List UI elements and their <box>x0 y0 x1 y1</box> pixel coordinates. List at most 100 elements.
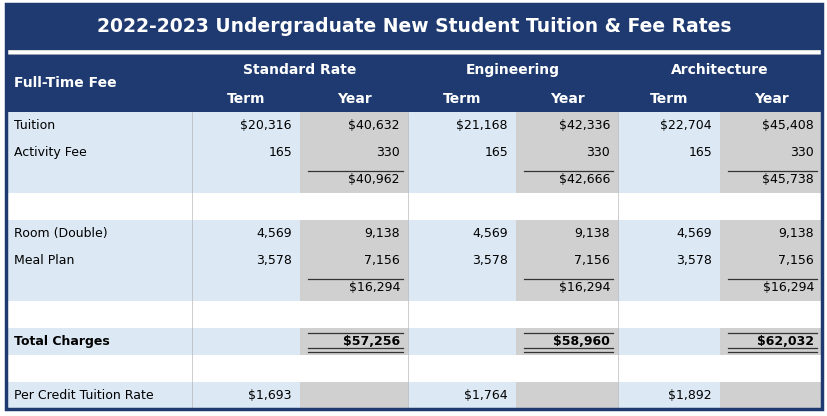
Bar <box>192 220 299 247</box>
Text: 4,569: 4,569 <box>472 227 508 240</box>
Bar <box>515 112 617 139</box>
Bar <box>719 86 821 112</box>
Bar <box>6 382 192 409</box>
Text: Year: Year <box>337 92 371 106</box>
Text: Activity Fee: Activity Fee <box>14 146 87 159</box>
Bar <box>299 247 408 274</box>
Bar <box>719 166 821 193</box>
Bar <box>299 166 408 193</box>
Bar <box>6 112 192 139</box>
Bar <box>192 112 299 139</box>
Bar <box>617 193 719 220</box>
Bar <box>299 355 408 382</box>
Bar <box>408 54 617 86</box>
Text: Year: Year <box>753 92 787 106</box>
Bar <box>719 328 821 355</box>
Bar <box>192 328 299 355</box>
Bar <box>408 301 515 328</box>
Bar <box>299 301 408 328</box>
Bar <box>617 247 719 274</box>
Bar <box>719 220 821 247</box>
Text: Per Credit Tuition Rate: Per Credit Tuition Rate <box>14 389 154 402</box>
Text: 165: 165 <box>268 146 292 159</box>
Bar <box>719 382 821 409</box>
Text: $58,960: $58,960 <box>552 335 609 348</box>
Bar <box>6 4 821 50</box>
Bar <box>515 193 617 220</box>
Bar <box>719 355 821 382</box>
Text: $40,632: $40,632 <box>348 119 399 132</box>
Bar <box>299 86 408 112</box>
Text: $1,693: $1,693 <box>248 389 292 402</box>
Text: Tuition: Tuition <box>14 119 55 132</box>
Bar <box>6 54 192 112</box>
Bar <box>192 166 299 193</box>
Text: 9,138: 9,138 <box>574 227 609 240</box>
Bar <box>408 220 515 247</box>
Bar <box>408 193 515 220</box>
Bar <box>192 86 299 112</box>
Bar <box>408 247 515 274</box>
Bar <box>6 139 192 166</box>
Text: $16,294: $16,294 <box>348 281 399 294</box>
Bar <box>719 112 821 139</box>
Text: 3,578: 3,578 <box>471 254 508 267</box>
Text: $16,294: $16,294 <box>558 281 609 294</box>
Text: $1,764: $1,764 <box>464 389 508 402</box>
Bar <box>515 301 617 328</box>
Bar <box>515 382 617 409</box>
Text: $20,316: $20,316 <box>240 119 292 132</box>
Bar <box>192 247 299 274</box>
Bar <box>6 355 192 382</box>
Bar <box>6 50 821 54</box>
Bar <box>192 54 408 86</box>
Bar <box>299 328 408 355</box>
Text: Engineering: Engineering <box>466 63 559 77</box>
Text: $16,294: $16,294 <box>762 281 813 294</box>
Text: $45,408: $45,408 <box>762 119 813 132</box>
Bar <box>299 274 408 301</box>
Bar <box>617 166 719 193</box>
Bar <box>6 193 192 220</box>
Bar <box>515 328 617 355</box>
Text: $21,168: $21,168 <box>456 119 508 132</box>
Bar <box>299 139 408 166</box>
Bar <box>299 193 408 220</box>
Text: Term: Term <box>649 92 687 106</box>
Text: 330: 330 <box>375 146 399 159</box>
Bar <box>515 139 617 166</box>
Bar <box>719 301 821 328</box>
Bar <box>617 86 719 112</box>
Text: Total Charges: Total Charges <box>14 335 110 348</box>
Bar <box>617 382 719 409</box>
Text: 9,138: 9,138 <box>364 227 399 240</box>
Text: 4,569: 4,569 <box>256 227 292 240</box>
Bar <box>617 220 719 247</box>
Bar <box>408 86 515 112</box>
Text: $40,962: $40,962 <box>348 173 399 186</box>
Text: $57,256: $57,256 <box>342 335 399 348</box>
Bar <box>192 274 299 301</box>
Bar <box>408 139 515 166</box>
Text: Term: Term <box>227 92 265 106</box>
Bar <box>617 112 719 139</box>
Bar <box>617 139 719 166</box>
Text: 165: 165 <box>484 146 508 159</box>
Bar <box>719 193 821 220</box>
Bar <box>6 220 192 247</box>
Text: 3,578: 3,578 <box>256 254 292 267</box>
Text: Full-Time Fee: Full-Time Fee <box>14 76 117 90</box>
Bar <box>617 274 719 301</box>
Text: $45,738: $45,738 <box>762 173 813 186</box>
Bar <box>192 382 299 409</box>
Text: 3,578: 3,578 <box>676 254 711 267</box>
Bar <box>515 355 617 382</box>
Bar <box>408 274 515 301</box>
Text: $42,666: $42,666 <box>558 173 609 186</box>
Bar <box>515 274 617 301</box>
Text: Term: Term <box>442 92 480 106</box>
Bar <box>515 247 617 274</box>
Bar <box>408 355 515 382</box>
Bar <box>6 328 192 355</box>
Bar <box>617 301 719 328</box>
